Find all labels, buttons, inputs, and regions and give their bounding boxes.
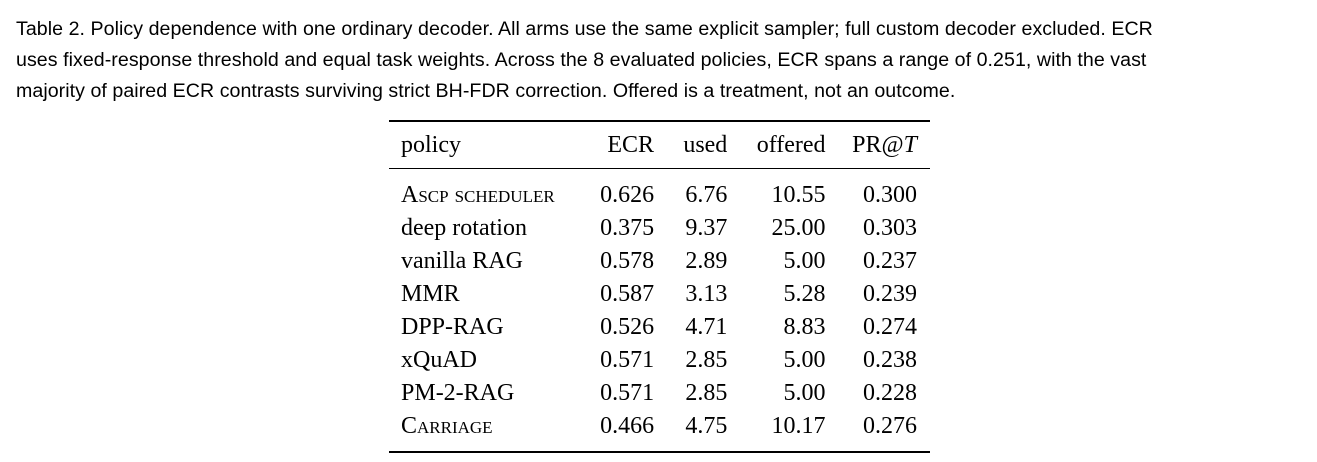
caption-line: majority of paired ECR contrasts survivi…	[16, 80, 956, 102]
table-row: vanilla RAG 0.578 2.89 5.00 0.237	[389, 245, 930, 278]
cell-offered: 10.55	[771, 182, 826, 208]
cell-ecr: 0.578	[600, 248, 655, 274]
cell-policy: Carriage	[401, 413, 493, 439]
cell-offered: 5.00	[783, 380, 826, 406]
cell-offered: 5.28	[783, 281, 826, 307]
cell-policy: vanilla RAG	[401, 248, 523, 274]
cell-used: 4.75	[685, 413, 728, 439]
cell-pr: 0.303	[863, 215, 917, 241]
cell-pr: 0.274	[863, 314, 917, 340]
header-ecr: ECR	[607, 131, 655, 158]
cell-policy: MMR	[401, 281, 460, 307]
table-row: Ascp scheduler 0.626 6.76 10.55 0.300	[389, 169, 930, 213]
cell-pr: 0.239	[863, 281, 917, 307]
table-row: DPP-RAG 0.526 4.71 8.83 0.274	[389, 311, 930, 344]
cell-used: 6.76	[685, 182, 728, 208]
cell-pr: 0.300	[863, 182, 917, 208]
cell-offered: 5.00	[783, 347, 826, 373]
cell-policy: deep rotation	[401, 215, 527, 241]
cell-ecr: 0.526	[600, 314, 655, 340]
cell-used: 2.85	[685, 347, 728, 373]
cell-ecr: 0.571	[600, 347, 655, 373]
results-table: policy ECR used offered PR@T Ascp schedu…	[389, 120, 930, 453]
table-row: deep rotation 0.375 9.37 25.00 0.303	[389, 212, 930, 245]
cell-ecr: 0.626	[600, 182, 655, 208]
cell-pr: 0.237	[863, 248, 917, 274]
cell-ecr: 0.587	[600, 281, 655, 307]
cell-policy: PM-2-RAG	[401, 380, 515, 406]
header-used: used	[683, 131, 728, 158]
cell-policy: Ascp scheduler	[401, 182, 555, 208]
cell-ecr: 0.466	[600, 413, 655, 439]
header-pr-at-t: PR@T	[826, 121, 930, 169]
cell-pr: 0.276	[863, 413, 917, 439]
header-pr-variable: T	[903, 131, 917, 158]
cell-used: 4.71	[685, 314, 728, 340]
cell-used: 2.85	[685, 380, 728, 406]
header-pr-prefix: PR@	[852, 131, 904, 158]
caption-line: Table 2. Policy dependence with one ordi…	[16, 18, 1153, 40]
cell-used: 2.89	[685, 248, 728, 274]
cell-offered: 10.17	[771, 413, 826, 439]
cell-ecr: 0.375	[600, 215, 655, 241]
cell-pr: 0.238	[863, 347, 917, 373]
table-caption: Table 2. Policy dependence with one ordi…	[16, 14, 1306, 107]
table-row: PM-2-RAG 0.571 2.85 5.00 0.228	[389, 377, 930, 410]
cell-used: 9.37	[685, 215, 728, 241]
header-policy: policy	[401, 131, 461, 158]
table-row: Carriage 0.466 4.75 10.17 0.276	[389, 410, 930, 452]
header-offered: offered	[756, 131, 826, 158]
cell-pr: 0.228	[863, 380, 917, 406]
cell-policy: DPP-RAG	[401, 314, 504, 340]
table-row: MMR 0.587 3.13 5.28 0.239	[389, 278, 930, 311]
cell-policy: xQuAD	[401, 347, 477, 373]
cell-offered: 5.00	[783, 248, 826, 274]
table-row: xQuAD 0.571 2.85 5.00 0.238	[389, 344, 930, 377]
cell-offered: 25.00	[771, 215, 826, 241]
cell-used: 3.13	[685, 281, 728, 307]
results-table-container: policy ECR used offered PR@T Ascp schedu…	[389, 120, 930, 453]
cell-ecr: 0.571	[600, 380, 655, 406]
caption-line: uses fixed-response threshold and equal …	[16, 49, 1147, 71]
cell-offered: 8.83	[783, 314, 826, 340]
table-header-row: policy ECR used offered PR@T	[389, 121, 930, 169]
